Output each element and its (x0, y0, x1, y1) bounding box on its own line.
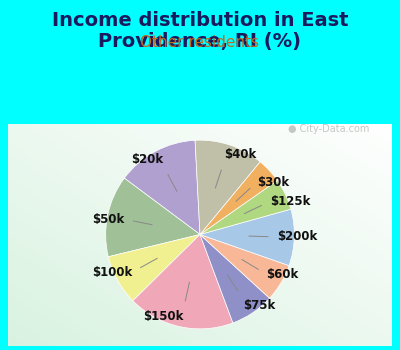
Wedge shape (195, 140, 260, 234)
Wedge shape (124, 140, 200, 234)
Wedge shape (200, 234, 289, 298)
Wedge shape (106, 178, 200, 257)
Text: Other residents: Other residents (140, 35, 260, 50)
Wedge shape (133, 234, 233, 329)
Wedge shape (200, 209, 294, 266)
Text: $60k: $60k (266, 268, 299, 281)
Text: Income distribution in East
Providence, RI (%): Income distribution in East Providence, … (52, 10, 348, 51)
Text: $100k: $100k (92, 266, 132, 279)
Text: $125k: $125k (270, 195, 310, 208)
Wedge shape (200, 234, 270, 323)
Wedge shape (200, 162, 277, 235)
Text: $150k: $150k (143, 310, 183, 323)
Text: $20k: $20k (131, 153, 164, 166)
Text: $75k: $75k (243, 299, 276, 312)
Text: $40k: $40k (224, 148, 256, 161)
Text: $200k: $200k (277, 231, 318, 244)
Text: ● City-Data.com: ● City-Data.com (288, 124, 369, 134)
Text: $50k: $50k (92, 212, 124, 225)
Text: $30k: $30k (257, 176, 289, 189)
Wedge shape (108, 234, 200, 301)
Wedge shape (200, 181, 291, 234)
